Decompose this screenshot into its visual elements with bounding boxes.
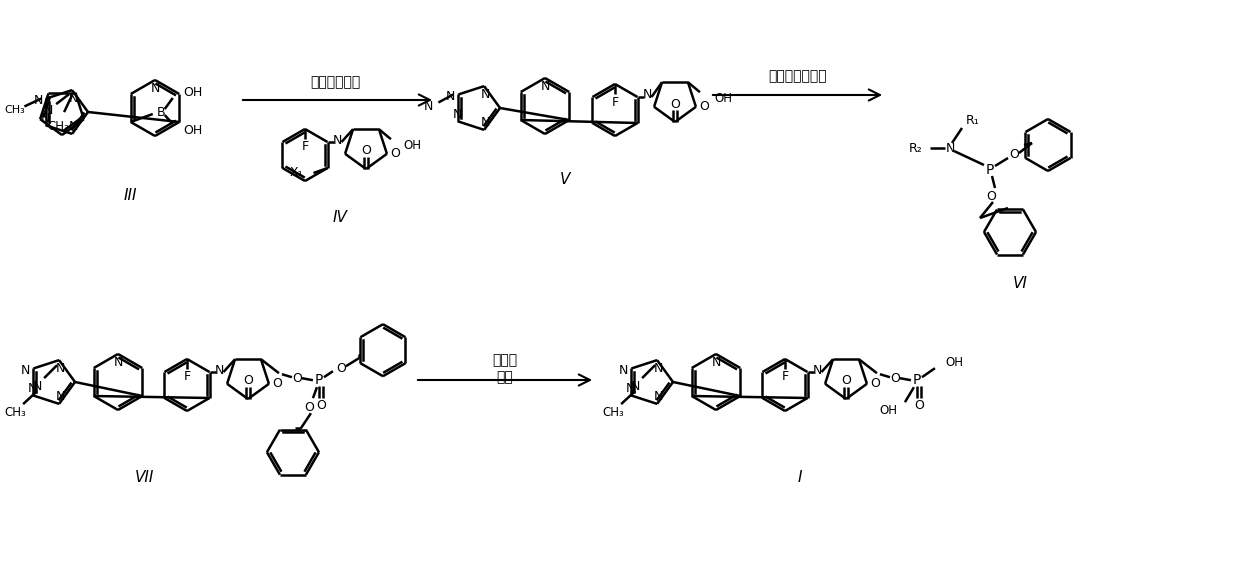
Text: N: N — [56, 391, 64, 404]
Text: N: N — [813, 364, 822, 377]
Text: O: O — [1009, 148, 1019, 161]
Text: O: O — [914, 398, 924, 412]
Text: N: N — [27, 382, 37, 395]
Text: O: O — [243, 374, 253, 388]
Text: 钒卓化剂，碑: 钒卓化剂，碑 — [310, 75, 360, 89]
Text: III: III — [123, 188, 136, 202]
Text: N: N — [33, 94, 43, 107]
Text: N: N — [424, 100, 433, 113]
Text: F: F — [781, 370, 789, 383]
Text: F: F — [301, 140, 309, 153]
Text: N: N — [945, 142, 955, 155]
Text: N: N — [68, 120, 78, 133]
Text: O: O — [890, 371, 900, 385]
Text: OH: OH — [945, 356, 963, 369]
Text: N: N — [150, 81, 160, 94]
Text: O: O — [272, 377, 281, 390]
Text: N: N — [480, 88, 490, 101]
Text: V: V — [559, 173, 570, 188]
Text: O: O — [361, 144, 371, 157]
Text: O: O — [986, 189, 996, 202]
Text: P: P — [986, 163, 994, 177]
Text: B: B — [156, 106, 165, 119]
Text: O: O — [316, 398, 326, 412]
Text: N: N — [630, 379, 640, 393]
Text: N: N — [619, 364, 629, 377]
Text: N: N — [41, 112, 50, 125]
Text: X₁: X₁ — [290, 166, 304, 179]
Text: N: N — [626, 382, 635, 395]
Text: O: O — [870, 377, 880, 390]
Text: O: O — [699, 100, 709, 114]
Text: CH₃: CH₃ — [603, 406, 624, 419]
Text: OH: OH — [403, 139, 420, 152]
Text: P: P — [913, 373, 921, 387]
Text: N: N — [215, 364, 224, 377]
Text: O: O — [391, 147, 399, 160]
Text: N: N — [642, 88, 652, 102]
Text: F: F — [184, 370, 191, 383]
Text: N: N — [56, 361, 64, 375]
Text: N: N — [32, 379, 42, 393]
Text: N: N — [445, 90, 455, 103]
Text: O: O — [841, 374, 851, 388]
Text: R₁: R₁ — [966, 114, 980, 126]
Text: O: O — [291, 371, 301, 385]
Text: F: F — [611, 96, 619, 108]
Text: 偔化剂，氧化剂: 偔化剂，氧化剂 — [769, 69, 827, 83]
Text: N: N — [332, 134, 342, 147]
Text: O: O — [670, 97, 680, 111]
Text: OH: OH — [714, 92, 732, 105]
Text: CH₃: CH₃ — [47, 120, 69, 133]
Text: N: N — [653, 391, 663, 404]
Text: N: N — [21, 364, 30, 377]
Text: 氢源: 氢源 — [497, 370, 513, 384]
Text: 偔化剂: 偔化剂 — [492, 353, 517, 367]
Text: O: O — [304, 401, 314, 414]
Text: P: P — [315, 373, 324, 387]
Text: OH: OH — [182, 124, 202, 137]
Text: CH₃: CH₃ — [4, 406, 26, 419]
Text: R₂: R₂ — [908, 142, 923, 155]
Text: N: N — [453, 108, 463, 121]
Text: N: N — [43, 103, 53, 117]
Text: CH₃: CH₃ — [4, 106, 25, 115]
Text: VII: VII — [135, 470, 155, 486]
Text: N: N — [113, 356, 123, 369]
Text: N: N — [712, 356, 720, 369]
Text: VI: VI — [1013, 277, 1028, 292]
Text: OH: OH — [879, 404, 897, 416]
Text: N: N — [480, 116, 490, 129]
Text: N: N — [541, 79, 549, 93]
Text: N: N — [653, 361, 663, 375]
Text: IV: IV — [332, 211, 347, 225]
Text: O: O — [336, 362, 346, 375]
Text: I: I — [797, 470, 802, 486]
Text: OH: OH — [182, 85, 202, 98]
Text: N: N — [68, 92, 78, 105]
